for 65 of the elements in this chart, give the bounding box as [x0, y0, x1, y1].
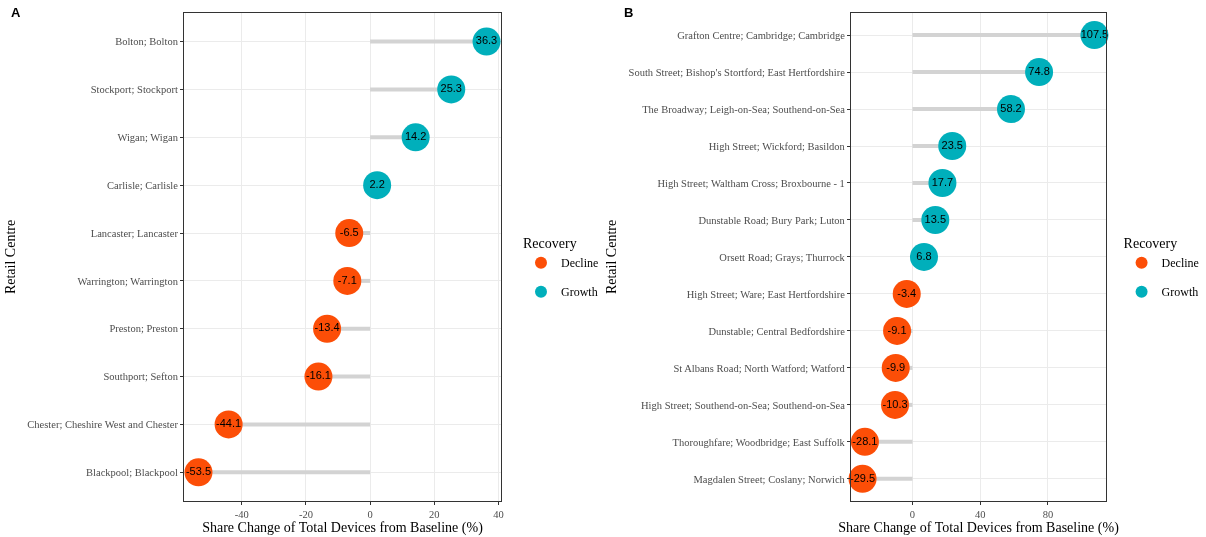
y-axis-title: Retail Centre	[604, 219, 620, 295]
x-tick-label: 80	[1042, 508, 1054, 520]
data-label: -28.1	[852, 434, 878, 447]
y-tick-label: Orsett Road; Grays; Thurrock	[719, 251, 846, 263]
y-tick-label: High Street; Wickford; Basildon	[708, 140, 846, 152]
y-tick-label: Southport; Sefton	[103, 371, 179, 383]
x-tick-label: -20	[298, 508, 313, 520]
y-tick-label: Thoroughfare; Woodbridge; East Suffolk	[672, 436, 846, 448]
y-tick-label: Bolton; Bolton	[115, 36, 179, 48]
data-label: 25.3	[440, 82, 462, 95]
text: A	[11, 5, 21, 20]
data-label: 13.5	[924, 212, 947, 225]
x-axis-title: Share Change of Total Devices from Baseline (%)	[202, 519, 484, 536]
y-tick-label: St Albans Road; North Watford; Watford	[673, 362, 846, 374]
y-tick-label: Chester; Cheshire West and Chester	[27, 419, 179, 431]
y-axis-title: Retail Centre	[2, 219, 18, 295]
data-label: -44.1	[216, 417, 242, 430]
text: B	[624, 5, 634, 20]
data-label: 2.2	[369, 177, 385, 190]
data-label: 36.3	[475, 34, 498, 47]
data-label: 58.2	[1000, 101, 1022, 114]
legend-title: Recovery	[1123, 236, 1178, 252]
legend-title: Recovery	[522, 236, 577, 252]
y-tick-label: Preston; Preston	[109, 323, 179, 335]
data-label: 23.5	[941, 138, 963, 151]
data-label: 6.8	[916, 249, 932, 262]
data-label: -13.4	[314, 321, 340, 334]
x-axis-title: Share Change of Total Devices from Baseline (%)	[838, 519, 1120, 536]
y-tick-label: Dunstable Road; Bury Park; Luton	[698, 214, 846, 226]
data-label: 17.7	[931, 175, 954, 188]
data-label: -9.9	[886, 360, 906, 373]
y-tick-label: The Broadway; Leigh-on-Sea; Southend-on-Sea	[642, 103, 846, 115]
x-tick-label: 40	[974, 508, 986, 520]
data-label: -9.1	[887, 323, 907, 336]
y-tick-label: South Street; Bishop's Stortford; East Hertfordshire	[628, 66, 846, 78]
data-label: -53.5	[185, 465, 212, 478]
data-label: -6.5	[339, 225, 359, 238]
y-tick-label: Magdalen Street; Coslany; Norwich	[693, 473, 846, 485]
x-tick-label: 0	[909, 508, 916, 520]
y-tick-label: Lancaster; Lancaster	[90, 227, 179, 239]
data-label: 14.2	[404, 130, 427, 143]
data-label: -7.1	[337, 273, 357, 286]
x-tick-label: 40	[493, 508, 504, 520]
legend-label: Decline	[560, 256, 599, 271]
legend-label: Growth	[1161, 285, 1199, 300]
data-label: -16.1	[305, 369, 331, 382]
y-tick-label: Stockport; Stockport	[90, 84, 178, 96]
y-tick-label: Blackpool; Blackpool	[86, 466, 178, 478]
data-label: -3.4	[897, 286, 917, 299]
x-tick-label: 0	[367, 508, 373, 520]
y-tick-label: Wigan; Wigan	[117, 131, 179, 143]
y-tick-label: High Street; Waltham Cross; Broxbourne - 1	[657, 177, 845, 189]
legend-label: Growth	[560, 285, 598, 300]
y-tick-label: Grafton Centre; Cambridge; Cambridge	[677, 29, 846, 41]
x-tick-label: -40	[234, 508, 249, 520]
y-tick-label: Warrington; Warrington	[77, 275, 179, 287]
y-tick-label: High Street; Ware; East Hertfordshire	[686, 288, 846, 300]
data-label: -29.5	[850, 471, 876, 484]
y-tick-label: Dunstable; Central Bedfordshire	[708, 325, 846, 337]
data-label: -10.3	[882, 397, 908, 410]
y-tick-label: Carlisle; Carlisle	[107, 179, 179, 191]
legend-label: Decline	[1161, 256, 1199, 271]
x-tick-label: 20	[429, 508, 440, 520]
data-label: 74.8	[1028, 64, 1050, 77]
y-tick-label: High Street; Southend-on-Sea; Southend-on-Sea	[641, 399, 846, 411]
